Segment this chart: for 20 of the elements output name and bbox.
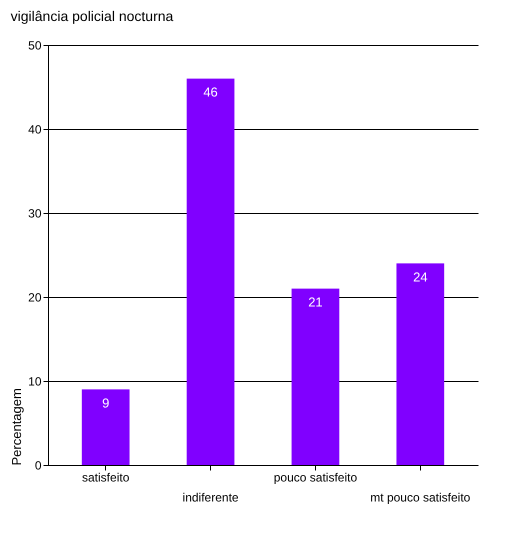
data-label: 46 bbox=[203, 84, 218, 100]
x-tick-label: pouco satisfeito bbox=[274, 470, 358, 484]
chart-title: vigilância policial nocturna bbox=[10, 8, 174, 24]
x-tick-label: mt pouco satisfeito bbox=[370, 490, 471, 504]
y-axis-title: Percentagem bbox=[9, 388, 24, 466]
x-tick-label: satisfeito bbox=[82, 470, 130, 484]
data-label: 9 bbox=[102, 395, 110, 410]
x-tick-label: indiferente bbox=[182, 490, 239, 504]
y-tick-label: 0 bbox=[34, 458, 42, 472]
bar bbox=[396, 263, 444, 465]
data-label: 21 bbox=[308, 294, 323, 310]
y-tick-label: 20 bbox=[28, 290, 42, 304]
bar bbox=[186, 78, 234, 465]
data-label: 24 bbox=[413, 269, 428, 284]
bar bbox=[82, 389, 130, 465]
y-tick-label: 30 bbox=[28, 206, 42, 220]
y-tick-label: 10 bbox=[28, 374, 42, 388]
y-tick-label: 40 bbox=[28, 122, 42, 136]
y-tick-label: 50 bbox=[28, 38, 42, 52]
bar bbox=[292, 288, 340, 465]
